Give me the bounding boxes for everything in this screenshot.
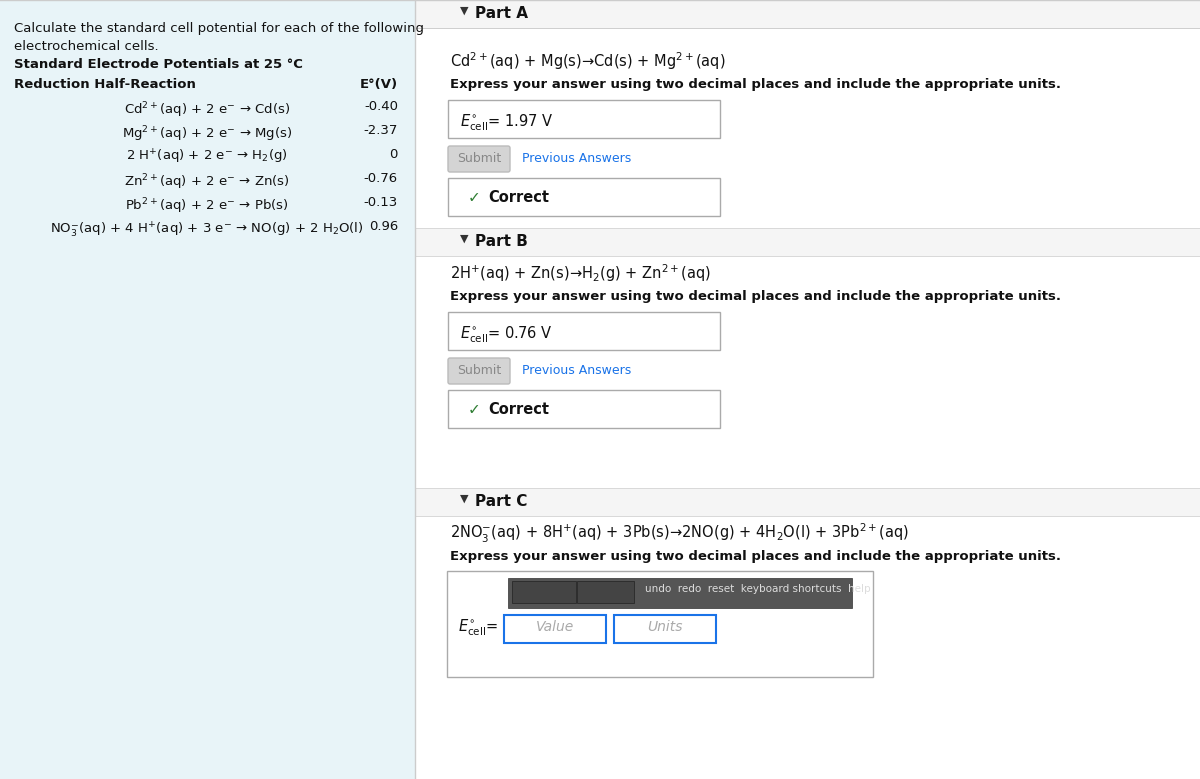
FancyBboxPatch shape (448, 146, 510, 172)
FancyBboxPatch shape (504, 615, 606, 643)
Text: $E^{\circ}_{\mathrm{cell}}$= 0.76 V: $E^{\circ}_{\mathrm{cell}}$= 0.76 V (460, 324, 552, 344)
FancyBboxPatch shape (508, 578, 852, 608)
Text: Reduction Half-Reaction: Reduction Half-Reaction (14, 78, 196, 91)
Text: Zn$^{2+}$(aq) + 2 e$^{-}$ → Zn(s): Zn$^{2+}$(aq) + 2 e$^{-}$ → Zn(s) (124, 172, 290, 192)
Text: Express your answer using two decimal places and include the appropriate units.: Express your answer using two decimal pl… (450, 290, 1061, 303)
Text: Part B: Part B (475, 234, 528, 249)
Text: Express your answer using two decimal places and include the appropriate units.: Express your answer using two decimal pl… (450, 550, 1061, 563)
FancyBboxPatch shape (448, 390, 720, 428)
Text: $E^{\circ}_{\mathrm{cell}}$= 1.97 V: $E^{\circ}_{\mathrm{cell}}$= 1.97 V (460, 112, 553, 132)
Text: Mg$^{2+}$(aq) + 2 e$^{-}$ → Mg(s): Mg$^{2+}$(aq) + 2 e$^{-}$ → Mg(s) (121, 124, 293, 143)
Text: NO$_3^{-}$(aq) + 4 H$^{+}$(aq) + 3 e$^{-}$ → NO(g) + 2 H$_2$O(l): NO$_3^{-}$(aq) + 4 H$^{+}$(aq) + 3 e$^{-… (50, 220, 364, 239)
Text: 2 H$^{+}$(aq) + 2 e$^{-}$ → H$_2$(g): 2 H$^{+}$(aq) + 2 e$^{-}$ → H$_2$(g) (126, 148, 288, 166)
Text: undo  redo  reset  keyboard shortcuts  help: undo redo reset keyboard shortcuts help (646, 584, 871, 594)
Text: Calculate the standard cell potential for each of the following
electrochemical : Calculate the standard cell potential fo… (14, 22, 424, 53)
FancyBboxPatch shape (415, 228, 1200, 256)
Text: ▼: ▼ (460, 234, 468, 244)
Text: Submit: Submit (457, 364, 502, 377)
Text: -0.76: -0.76 (364, 172, 398, 185)
Text: $E^{\circ}_{\mathrm{cell}}$=: $E^{\circ}_{\mathrm{cell}}$= (458, 618, 498, 639)
Text: Cd$^{2+}$(aq) + Mg(s)→Cd(s) + Mg$^{2+}$(aq): Cd$^{2+}$(aq) + Mg(s)→Cd(s) + Mg$^{2+}$(… (450, 50, 726, 72)
FancyBboxPatch shape (614, 615, 716, 643)
Text: -0.40: -0.40 (364, 100, 398, 113)
Text: Symbols: Symbols (583, 584, 628, 594)
Text: Correct: Correct (488, 402, 550, 417)
Text: ✓: ✓ (468, 402, 481, 417)
Text: Cd$^{2+}$(aq) + 2 e$^{-}$ → Cd(s): Cd$^{2+}$(aq) + 2 e$^{-}$ → Cd(s) (124, 100, 290, 120)
Text: E°(V): E°(V) (360, 78, 398, 91)
Text: ▼: ▼ (460, 494, 468, 504)
FancyBboxPatch shape (577, 581, 634, 603)
Text: Value: Value (536, 620, 574, 634)
Text: Previous Answers: Previous Answers (522, 364, 631, 377)
Text: 0.96: 0.96 (368, 220, 398, 233)
Text: 2NO$_3^{-}$(aq) + 8H$^{+}$(aq) + 3Pb(s)→2NO(g) + 4H$_2$O(l) + 3Pb$^{2+}$(aq): 2NO$_3^{-}$(aq) + 8H$^{+}$(aq) + 3Pb(s)→… (450, 522, 908, 545)
FancyBboxPatch shape (415, 0, 1200, 28)
Text: Correct: Correct (488, 190, 550, 205)
Text: Previous Answers: Previous Answers (522, 152, 631, 165)
Text: Standard Electrode Potentials at 25 °C: Standard Electrode Potentials at 25 °C (14, 58, 302, 71)
Text: Part C: Part C (475, 494, 527, 509)
FancyBboxPatch shape (446, 571, 874, 677)
FancyBboxPatch shape (448, 312, 720, 350)
FancyBboxPatch shape (415, 488, 1200, 516)
FancyBboxPatch shape (448, 358, 510, 384)
Text: Pb$^{2+}$(aq) + 2 e$^{-}$ → Pb(s): Pb$^{2+}$(aq) + 2 e$^{-}$ → Pb(s) (125, 196, 289, 216)
FancyBboxPatch shape (448, 100, 720, 138)
Text: 0: 0 (390, 148, 398, 161)
Text: Templates: Templates (517, 584, 570, 594)
FancyBboxPatch shape (448, 178, 720, 216)
FancyBboxPatch shape (512, 581, 576, 603)
Text: Express your answer using two decimal places and include the appropriate units.: Express your answer using two decimal pl… (450, 78, 1061, 91)
Text: Part A: Part A (475, 6, 528, 21)
Text: 2H$^{+}$(aq) + Zn(s)→H$_2$(g) + Zn$^{2+}$(aq): 2H$^{+}$(aq) + Zn(s)→H$_2$(g) + Zn$^{2+}… (450, 262, 710, 284)
Text: Units: Units (647, 620, 683, 634)
Text: Submit: Submit (457, 152, 502, 165)
Text: ✓: ✓ (468, 190, 481, 205)
FancyBboxPatch shape (0, 0, 415, 779)
Text: ▼: ▼ (460, 6, 468, 16)
Text: -0.13: -0.13 (364, 196, 398, 209)
Text: -2.37: -2.37 (364, 124, 398, 137)
